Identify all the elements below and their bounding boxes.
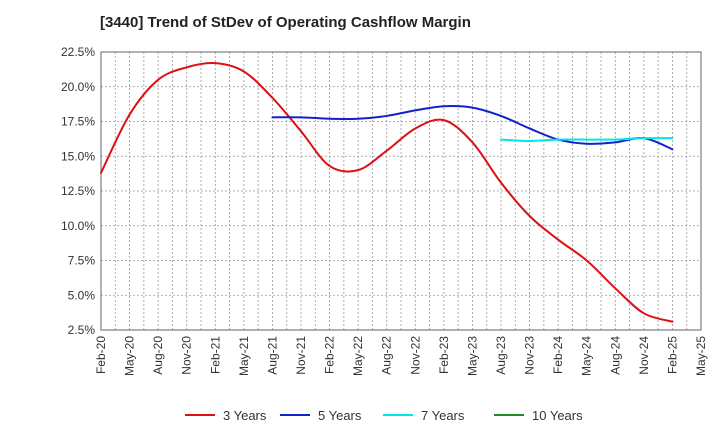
y-tick-label: 10.0% [61, 219, 95, 233]
x-tick-label: May-23 [465, 336, 479, 376]
x-tick-label: Aug-23 [494, 336, 508, 375]
legend-label-7-years: 7 Years [421, 408, 465, 423]
y-tick-label: 5.0% [68, 288, 96, 302]
y-axis: 2.5% 5.0% 7.5% 10.0% 12.5% 15.0% 17.5% 20.0% 22.… [61, 45, 95, 337]
x-tick-label: May-24 [580, 336, 594, 376]
y-tick-label: 17.5% [61, 115, 95, 129]
x-tick-label: Aug-20 [151, 336, 165, 375]
legend-label-10-years: 10 Years [532, 408, 583, 423]
legend: 3 Years 5 Years 7 Years 10 Years [185, 408, 583, 423]
x-tick-label: Aug-24 [608, 336, 622, 375]
x-tick-label: May-20 [123, 336, 137, 376]
x-tick-label: Nov-23 [523, 336, 537, 375]
series-layer [100, 61, 674, 323]
x-tick-label: May-25 [694, 336, 708, 376]
x-tick-label: Feb-24 [551, 336, 565, 374]
x-tick-label: Feb-20 [94, 336, 108, 374]
grid [101, 51, 701, 331]
x-tick-label: Nov-24 [637, 336, 651, 375]
x-tick-label: Feb-22 [323, 336, 337, 374]
plot-frame [100, 51, 702, 331]
series-line-5-years [271, 105, 674, 151]
x-tick-label: Nov-20 [180, 336, 194, 375]
x-tick-label: Aug-21 [265, 336, 279, 375]
x-tick-label: Feb-21 [208, 336, 222, 374]
legend-label-3-years: 3 Years [223, 408, 267, 423]
x-tick-label: Nov-22 [408, 336, 422, 375]
x-axis: Feb-20 May-20 Aug-20 Nov-20 Feb-21 May-21 Aug-… [94, 336, 708, 376]
x-tick-label: May-21 [237, 336, 251, 376]
series-line-7-years [500, 137, 674, 142]
x-tick-label: Nov-21 [294, 336, 308, 375]
y-tick-label: 22.5% [61, 45, 95, 59]
legend-label-5-years: 5 Years [318, 408, 362, 423]
series-line-3-years [100, 61, 674, 323]
x-tick-label: Feb-23 [437, 336, 451, 374]
y-tick-label: 15.0% [61, 149, 95, 163]
y-tick-label: 7.5% [68, 254, 96, 268]
x-tick-label: May-22 [351, 336, 365, 376]
y-tick-label: 20.0% [61, 80, 95, 94]
y-tick-label: 12.5% [61, 184, 95, 198]
chart-title: [3440] Trend of StDev of Operating Cashf… [100, 14, 471, 31]
y-tick-label: 2.5% [68, 323, 96, 337]
x-tick-label: Feb-25 [665, 336, 679, 374]
x-tick-label: Aug-22 [380, 336, 394, 375]
